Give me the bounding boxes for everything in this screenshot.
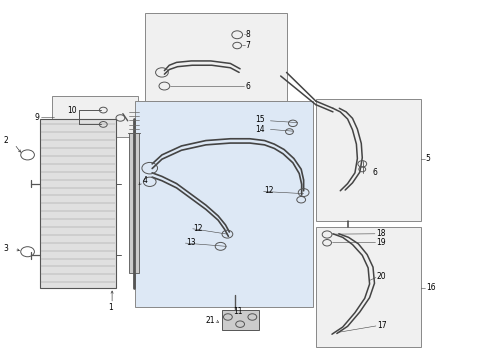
Text: 20: 20 (377, 272, 387, 281)
Text: 2: 2 (3, 136, 8, 145)
Text: 13: 13 (186, 238, 196, 247)
Text: 6: 6 (245, 82, 250, 91)
Text: 12: 12 (194, 224, 203, 233)
Bar (221, 310, 259, 329)
Text: 16: 16 (426, 283, 436, 292)
Text: 6: 6 (372, 168, 377, 177)
Text: 11: 11 (233, 307, 242, 316)
Text: 7: 7 (245, 41, 250, 50)
Bar (52, 96, 138, 137)
Text: 21: 21 (205, 316, 215, 325)
Bar (129, 134, 139, 273)
Text: 18: 18 (376, 229, 386, 238)
Text: 8: 8 (245, 30, 250, 39)
Bar (145, 13, 287, 101)
Text: 14: 14 (255, 125, 265, 134)
Text: 3: 3 (3, 244, 8, 253)
Text: 10: 10 (68, 105, 77, 114)
Bar (40, 119, 116, 288)
Text: 4: 4 (143, 176, 148, 185)
Text: 9: 9 (35, 113, 40, 122)
Text: 1: 1 (108, 303, 113, 312)
Bar (316, 99, 421, 221)
Text: 12: 12 (265, 186, 274, 195)
Bar (316, 226, 421, 347)
Text: 17: 17 (377, 321, 387, 330)
Text: 15: 15 (255, 115, 265, 124)
Bar (135, 101, 314, 307)
Text: 5: 5 (426, 154, 431, 163)
Text: 19: 19 (376, 238, 386, 247)
